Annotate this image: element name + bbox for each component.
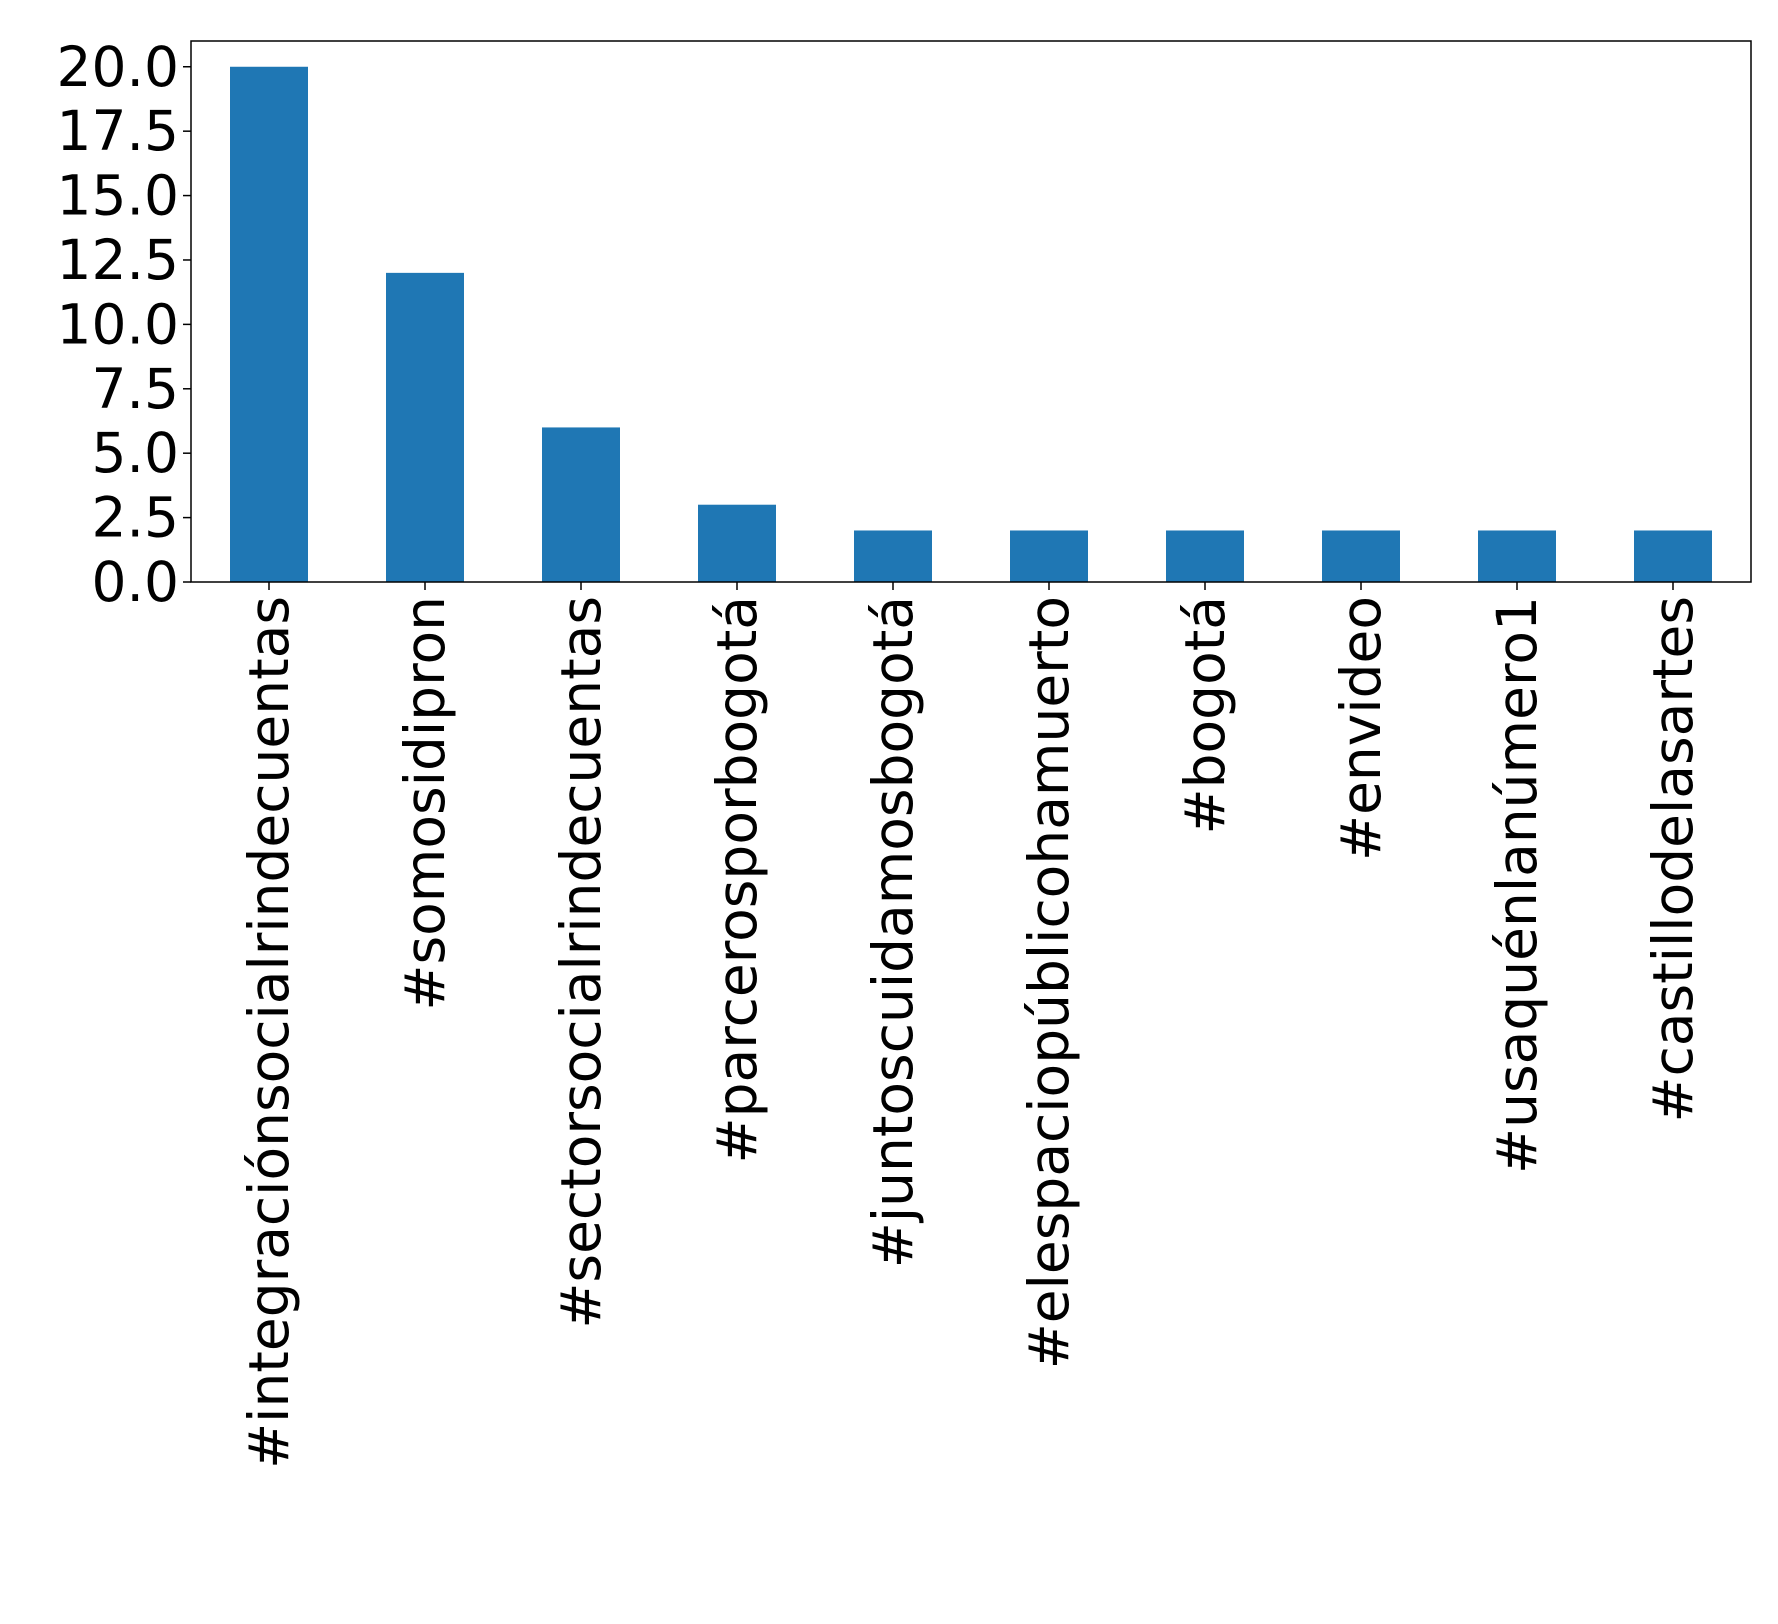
x-tick-label: #integraciónsocialrindecuentas bbox=[237, 596, 301, 1469]
x-tick-label: #somosidipron bbox=[393, 596, 457, 1011]
bar bbox=[1478, 530, 1556, 582]
x-tick-label: #envideo bbox=[1329, 596, 1393, 861]
bar bbox=[698, 504, 776, 582]
x-tick-label: #usaquénlanúmero1 bbox=[1485, 596, 1549, 1174]
y-axis: 0.02.55.07.510.012.515.017.520.0 bbox=[57, 35, 191, 614]
y-tick-label: 20.0 bbox=[57, 35, 179, 99]
bar bbox=[542, 427, 620, 582]
x-tick-label: #juntoscuidamosbogotá bbox=[861, 596, 925, 1268]
x-tick-label: #bogotá bbox=[1173, 596, 1237, 834]
y-tick-label: 17.5 bbox=[57, 99, 179, 163]
y-tick-label: 0.0 bbox=[92, 550, 179, 614]
y-tick-label: 5.0 bbox=[92, 421, 179, 485]
bar bbox=[1010, 530, 1088, 582]
bar bbox=[386, 272, 464, 582]
bar bbox=[1322, 530, 1400, 582]
y-tick-label: 10.0 bbox=[57, 292, 179, 356]
bar bbox=[230, 66, 308, 582]
y-tick-label: 12.5 bbox=[57, 228, 179, 292]
plot-frame bbox=[190, 40, 1752, 583]
x-tick-label: #sectorsocialrindecuentas bbox=[549, 596, 613, 1329]
x-tick-label: #castillodelasartes bbox=[1641, 596, 1705, 1123]
y-tick-label: 7.5 bbox=[92, 357, 179, 421]
bar bbox=[1166, 530, 1244, 582]
x-tick-label: #elespaciopúblicohamuerto bbox=[1017, 596, 1081, 1369]
y-tick-label: 2.5 bbox=[92, 486, 179, 550]
bar bbox=[1634, 530, 1712, 582]
bar bbox=[854, 530, 932, 582]
y-tick-label: 15.0 bbox=[57, 164, 179, 228]
x-tick-label: #parcerosporbogotá bbox=[705, 596, 769, 1163]
bars-layer bbox=[230, 66, 1712, 582]
x-axis: #integraciónsocialrindecuentas #somosidip… bbox=[237, 582, 1705, 1469]
